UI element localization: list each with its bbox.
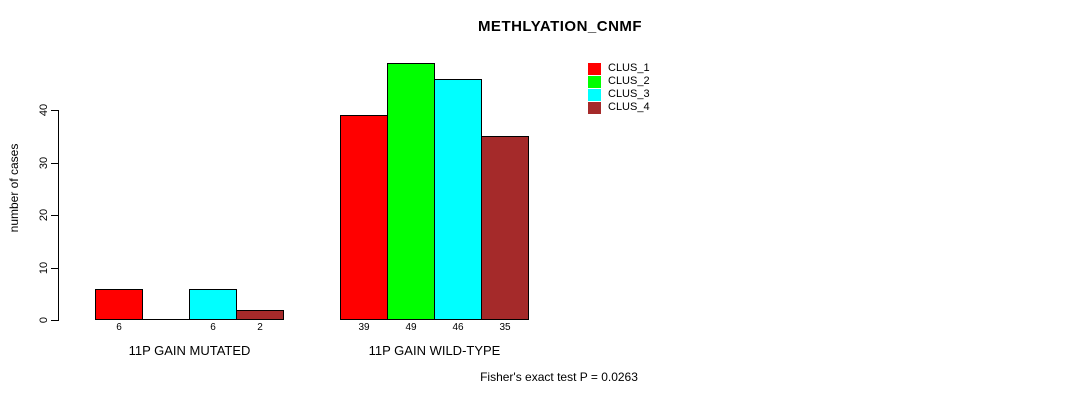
legend-swatch-icon	[588, 62, 601, 75]
y-tick-mark	[51, 110, 58, 111]
chart-title: METHLYATION_CNMF	[477, 18, 643, 35]
bar-value-label: 39	[358, 322, 370, 333]
x-category-label: 11P GAIN WILD-TYPE	[368, 343, 501, 358]
bar-clus_1-group1	[95, 288, 143, 320]
bar-clus_3-group1	[189, 288, 237, 320]
y-tick-mark	[51, 267, 58, 269]
legend-swatch-icon	[588, 88, 601, 101]
bar-clus_3-group2	[434, 78, 482, 320]
y-tick-mark	[51, 320, 58, 321]
y-tick-label: 30	[38, 156, 50, 169]
legend-label: CLUS_3	[608, 88, 650, 100]
legend-label: CLUS_4	[608, 101, 650, 113]
legend-label: CLUS_2	[608, 75, 650, 87]
legend-swatch-icon	[588, 101, 601, 114]
y-tick-label: 20	[38, 208, 50, 222]
y-axis-line	[58, 110, 59, 321]
x-category-label: 11P GAIN MUTATED	[128, 343, 251, 358]
y-axis-label: number of cases	[7, 143, 21, 233]
bar-clus_1-group2	[340, 115, 388, 320]
annotation-text: Fisher's exact test P = 0.0263	[480, 370, 638, 384]
y-tick-label: 40	[38, 103, 50, 117]
y-tick-label: 0	[38, 316, 50, 324]
bar-clus_2-group1-zero	[142, 319, 190, 320]
bar-clus_4-group2	[481, 136, 529, 320]
bar-clus_4-group1	[236, 309, 284, 320]
bar-value-label: 6	[210, 322, 216, 333]
legend-item-clus_2: CLUS_2	[588, 75, 650, 88]
bar-value-label: 35	[499, 322, 511, 333]
legend-swatch-icon	[588, 75, 601, 88]
legend: CLUS_1 CLUS_2 CLUS_3 CLUS_4	[588, 62, 650, 114]
legend-item-clus_3: CLUS_3	[588, 88, 650, 101]
y-tick-mark	[51, 162, 58, 164]
legend-item-clus_4: CLUS_4	[588, 101, 650, 114]
y-tick-mark	[51, 215, 58, 216]
bar-value-label: 2	[257, 322, 263, 333]
legend-item-clus_1: CLUS_1	[588, 62, 650, 75]
bar-value-label: 46	[452, 322, 464, 333]
bar-value-label: 49	[405, 322, 417, 333]
bar-clus_2-group2	[387, 62, 435, 320]
y-tick-label: 10	[38, 261, 50, 274]
legend-label: CLUS_1	[608, 62, 650, 74]
bar-value-label: 6	[116, 322, 122, 333]
